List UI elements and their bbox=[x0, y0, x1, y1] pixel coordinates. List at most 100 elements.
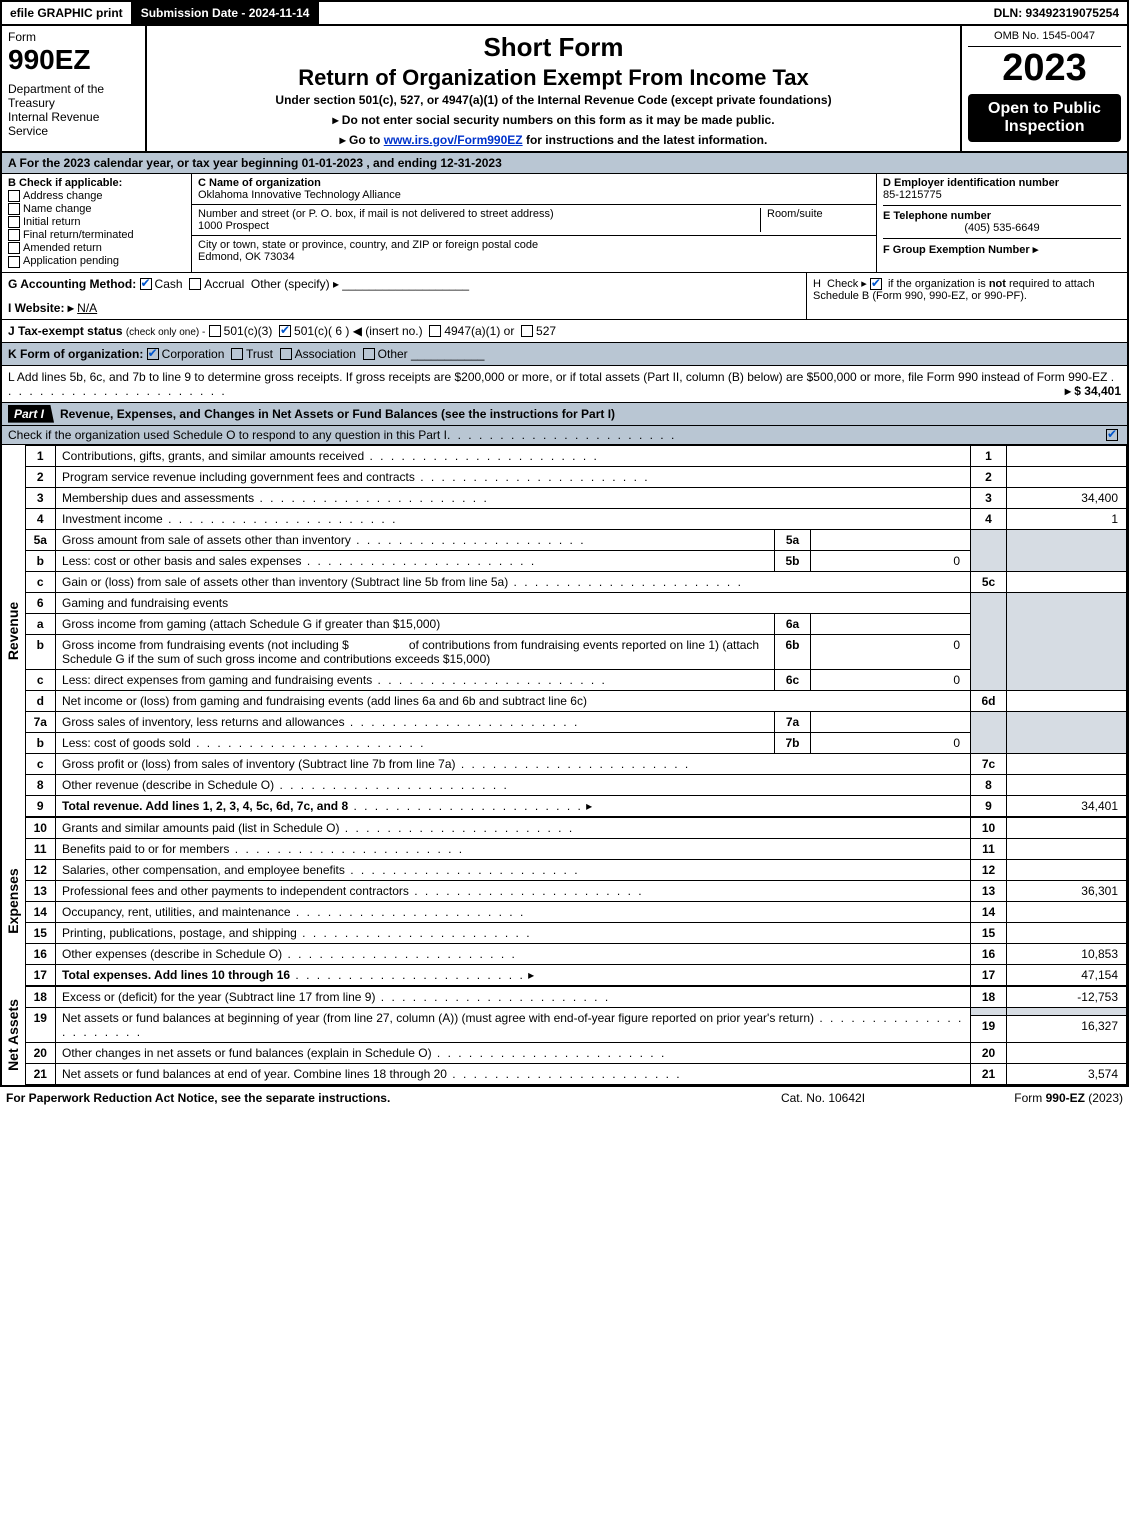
irs-link[interactable]: www.irs.gov/Form990EZ bbox=[384, 133, 523, 147]
title: Short Form bbox=[157, 32, 950, 63]
line-6d: dNet income or (loss) from gaming and fu… bbox=[26, 690, 1127, 711]
i-label: I Website: ▸ bbox=[8, 301, 74, 315]
dept-label: Department of the Treasury Internal Reve… bbox=[8, 82, 139, 138]
instr-ssn: ▸ Do not enter social security numbers o… bbox=[157, 113, 950, 127]
line-15: 15Printing, publications, postage, and s… bbox=[26, 922, 1127, 943]
line-20: 20Other changes in net assets or fund ba… bbox=[26, 1042, 1127, 1063]
checkbox-527[interactable] bbox=[521, 325, 533, 337]
org-name-block: C Name of organization Oklahoma Innovati… bbox=[192, 174, 876, 205]
form-label: Form bbox=[8, 30, 139, 44]
ein-value: 85-1215775 bbox=[883, 189, 942, 201]
instr-goto: ▸ Go to www.irs.gov/Form990EZ for instru… bbox=[157, 133, 950, 147]
part1-checkline: Check if the organization used Schedule … bbox=[2, 426, 1127, 445]
line-16: 16Other expenses (describe in Schedule O… bbox=[26, 943, 1127, 964]
col-c: C Name of organization Oklahoma Innovati… bbox=[192, 174, 877, 272]
topbar: efile GRAPHIC print Submission Date - 20… bbox=[2, 2, 1127, 26]
checkbox-corp[interactable] bbox=[147, 348, 159, 360]
form-number: 990EZ bbox=[8, 44, 139, 76]
line-21: 21Net assets or fund balances at end of … bbox=[26, 1063, 1127, 1084]
submission-date: Submission Date - 2024-11-14 bbox=[133, 2, 320, 24]
subtitle: Return of Organization Exempt From Incom… bbox=[157, 65, 950, 91]
line-7c: cGross profit or (loss) from sales of in… bbox=[26, 753, 1127, 774]
dln: DLN: 93492319075254 bbox=[986, 2, 1127, 24]
meta-row-gh: G Accounting Method: Cash Accrual Other … bbox=[2, 273, 1127, 320]
vlabel-netassets: Net Assets bbox=[2, 986, 26, 1085]
header-left: Form 990EZ Department of the Treasury In… bbox=[2, 26, 147, 151]
header-center: Short Form Return of Organization Exempt… bbox=[147, 26, 962, 151]
line-6c: cLess: direct expenses from gaming and f… bbox=[26, 669, 1127, 690]
checkbox-501c[interactable] bbox=[279, 325, 291, 337]
line-1: 1Contributions, gifts, grants, and simil… bbox=[26, 445, 1127, 466]
line-11: 11Benefits paid to or for members11 bbox=[26, 838, 1127, 859]
group-label: F Group Exemption Number ▸ bbox=[883, 244, 1038, 256]
tel-label: E Telephone number bbox=[883, 210, 991, 222]
line-5b: bLess: cost or other basis and sales exp… bbox=[26, 550, 1127, 571]
city-value: Edmond, OK 73034 bbox=[198, 251, 295, 263]
line-6a: aGross income from gaming (attach Schedu… bbox=[26, 613, 1127, 634]
omb-number: OMB No. 1545-0047 bbox=[968, 30, 1121, 47]
checkbox-assoc[interactable] bbox=[280, 348, 292, 360]
bottombar: For Paperwork Reduction Act Notice, see … bbox=[0, 1087, 1129, 1109]
efile-label: efile GRAPHIC print bbox=[2, 2, 133, 24]
checkbox-schedule-o[interactable] bbox=[1106, 429, 1118, 441]
col-b: B Check if applicable: Address change Na… bbox=[2, 174, 192, 272]
ein-block: D Employer identification number 85-1215… bbox=[883, 177, 1121, 206]
k-form-org: K Form of organization: Corporation Trus… bbox=[2, 343, 1127, 366]
line-3: 3Membership dues and assessments334,400 bbox=[26, 487, 1127, 508]
vlabel-revenue: Revenue bbox=[2, 445, 26, 817]
opt-final-return[interactable]: Final return/terminated bbox=[8, 229, 185, 241]
line-18: 18Excess or (deficit) for the year (Subt… bbox=[26, 986, 1127, 1007]
l-text: L Add lines 5b, 6c, and 7b to line 9 to … bbox=[8, 370, 1107, 384]
checkbox-accrual[interactable] bbox=[189, 278, 201, 290]
form-header: Form 990EZ Department of the Treasury In… bbox=[2, 26, 1127, 153]
checkbox-501c3[interactable] bbox=[209, 325, 221, 337]
line-7b: bLess: cost of goods sold7b0 bbox=[26, 732, 1127, 753]
j-label: J Tax-exempt status bbox=[8, 324, 123, 338]
subline: Under section 501(c), 527, or 4947(a)(1)… bbox=[157, 93, 950, 107]
org-city-block: City or town, state or province, country… bbox=[192, 236, 876, 266]
opt-name-change[interactable]: Name change bbox=[8, 203, 185, 215]
line-8: 8Other revenue (describe in Schedule O)8 bbox=[26, 774, 1127, 795]
line-6b: bGross income from fundraising events (n… bbox=[26, 634, 1127, 669]
line-7a: 7aGross sales of inventory, less returns… bbox=[26, 711, 1127, 732]
opt-initial-return[interactable]: Initial return bbox=[8, 216, 185, 228]
revenue-section: Revenue 1Contributions, gifts, grants, a… bbox=[2, 445, 1127, 817]
addr-value: 1000 Prospect bbox=[198, 220, 269, 232]
form-ref: Form 990-EZ (2023) bbox=[923, 1091, 1123, 1105]
line-5a: 5aGross amount from sale of assets other… bbox=[26, 529, 1127, 550]
ein-label: D Employer identification number bbox=[883, 177, 1059, 189]
checkbox-cash[interactable] bbox=[140, 278, 152, 290]
expenses-table: 10Grants and similar amounts paid (list … bbox=[26, 817, 1127, 986]
room-label: Room/suite bbox=[760, 208, 870, 232]
line-19: 19Net assets or fund balances at beginni… bbox=[26, 1007, 1127, 1016]
website-value: N/A bbox=[77, 301, 97, 315]
opt-application-pending[interactable]: Application pending bbox=[8, 255, 185, 267]
netassets-table: 18Excess or (deficit) for the year (Subt… bbox=[26, 986, 1127, 1085]
part1-header: Part I Revenue, Expenses, and Changes in… bbox=[2, 403, 1127, 426]
line-14: 14Occupancy, rent, utilities, and mainte… bbox=[26, 901, 1127, 922]
part1-check-text: Check if the organization used Schedule … bbox=[8, 428, 447, 442]
checkbox-trust[interactable] bbox=[231, 348, 243, 360]
tel-value: (405) 535-6649 bbox=[883, 222, 1121, 234]
checkbox-h[interactable] bbox=[870, 278, 882, 290]
checkbox-other[interactable] bbox=[363, 348, 375, 360]
accounting-method: G Accounting Method: Cash Accrual Other … bbox=[2, 273, 807, 319]
checkbox-4947[interactable] bbox=[429, 325, 441, 337]
opt-address-change[interactable]: Address change bbox=[8, 190, 185, 202]
addr-label: Number and street (or P. O. box, if mail… bbox=[198, 208, 554, 220]
j-note: (check only one) - bbox=[126, 327, 205, 338]
line-13: 13Professional fees and other payments t… bbox=[26, 880, 1127, 901]
expenses-section: Expenses 10Grants and similar amounts pa… bbox=[2, 817, 1127, 986]
k-label: K Form of organization: bbox=[8, 347, 143, 361]
h-block: H Check ▸ if the organization is not req… bbox=[807, 273, 1127, 319]
netassets-section: Net Assets 18Excess or (deficit) for the… bbox=[2, 986, 1127, 1085]
line-10: 10Grants and similar amounts paid (list … bbox=[26, 817, 1127, 838]
line-2: 2Program service revenue including gover… bbox=[26, 466, 1127, 487]
group-exemption: F Group Exemption Number ▸ bbox=[883, 243, 1121, 256]
line-12: 12Salaries, other compensation, and empl… bbox=[26, 859, 1127, 880]
opt-amended-return[interactable]: Amended return bbox=[8, 242, 185, 254]
tax-year: 2023 bbox=[968, 47, 1121, 90]
city-label: City or town, state or province, country… bbox=[198, 239, 538, 251]
revenue-table: 1Contributions, gifts, grants, and simil… bbox=[26, 445, 1127, 817]
cat-no: Cat. No. 10642I bbox=[723, 1091, 923, 1105]
